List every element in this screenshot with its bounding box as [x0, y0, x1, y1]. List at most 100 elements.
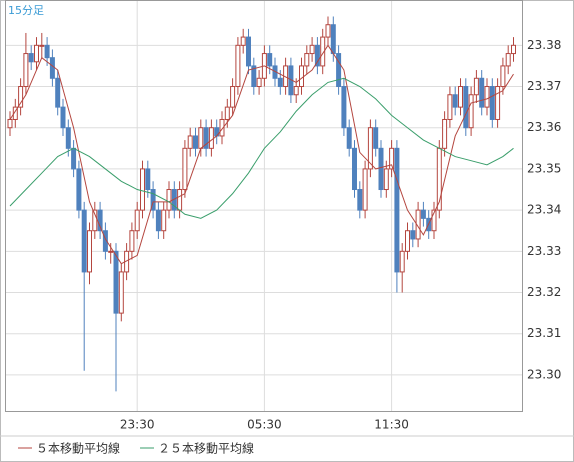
candle-body: [81, 209, 87, 273]
candle-body: [320, 36, 326, 67]
y-tick-label: 23.35: [527, 161, 561, 175]
moving-average-line: [9, 44, 514, 265]
candle-body: [431, 209, 437, 232]
candle-body: [277, 77, 283, 88]
candle-body: [500, 65, 506, 88]
candle-body: [118, 271, 124, 314]
candle-body: [420, 209, 426, 219]
candle-body: [23, 53, 29, 88]
x-tick-label: 11:30: [374, 418, 409, 432]
candle-body: [484, 86, 490, 108]
candle-body: [140, 168, 145, 211]
candle-body: [468, 94, 474, 129]
candle-body: [473, 77, 479, 96]
candle-body: [256, 77, 262, 88]
candle-body: [341, 86, 347, 129]
candle-body: [92, 209, 98, 232]
candle-body: [415, 209, 421, 240]
candle-body: [134, 209, 140, 232]
candle-body: [166, 189, 172, 211]
y-tick-label: 23.30: [527, 367, 561, 381]
candle-body: [193, 135, 198, 149]
candle-body: [102, 230, 108, 252]
candle-body: [410, 230, 416, 240]
candle-body: [251, 65, 257, 88]
candle-body: [367, 127, 373, 170]
candle-body: [304, 53, 310, 67]
candle-body: [28, 53, 34, 63]
candle-body: [458, 86, 463, 108]
candle-body: [49, 57, 55, 79]
candle-body: [224, 106, 230, 120]
candle-body: [373, 127, 379, 149]
candle-body: [405, 230, 410, 252]
y-tick-label: 23.31: [527, 326, 561, 340]
candle-body: [97, 209, 103, 232]
candle-body: [511, 44, 516, 55]
candle-body: [18, 86, 24, 108]
candle-body: [383, 168, 389, 191]
candle-body: [60, 106, 66, 129]
candle-body: [187, 135, 193, 149]
candle-body: [76, 168, 82, 211]
candle-body: [463, 86, 469, 129]
candle-body: [34, 44, 39, 63]
candle-body: [203, 127, 209, 149]
y-tick-label: 23.33: [527, 244, 561, 258]
candle-body: [346, 127, 352, 149]
candle-body: [235, 44, 241, 88]
candle-body: [7, 118, 13, 129]
chart-title: 15分足: [8, 4, 44, 17]
candle-body: [267, 53, 273, 67]
candle-body: [330, 24, 336, 55]
candle-body: [161, 209, 167, 232]
candle-body: [39, 44, 45, 47]
candle-body: [394, 147, 400, 273]
candle-body: [399, 250, 405, 273]
candle-body: [389, 147, 395, 170]
candle-body: [44, 44, 50, 59]
y-tick-label: 23.38: [527, 38, 561, 52]
candle-body: [293, 86, 299, 96]
x-tick-label: 23:30: [120, 418, 155, 432]
candle-body: [352, 147, 357, 191]
candle-body: [219, 118, 225, 137]
candle-body: [378, 147, 384, 191]
candle-body: [495, 86, 501, 120]
x-tick-label: 05:30: [247, 418, 282, 432]
candle-body: [12, 106, 18, 120]
candle-body: [198, 127, 204, 149]
y-tick-label: 23.36: [527, 120, 561, 134]
candle-body: [452, 94, 458, 108]
plot-border: [5, 0, 523, 412]
legend-label: ２５本移動平均線: [158, 441, 254, 456]
candle-body: [447, 94, 453, 120]
candle-body: [325, 24, 331, 38]
candle-body: [150, 189, 156, 211]
candle-body: [362, 168, 368, 211]
candle-body: [314, 44, 320, 67]
candle-body: [177, 189, 183, 211]
candle-body: [182, 147, 188, 191]
candle-body: [155, 209, 161, 232]
candle-body: [309, 44, 315, 55]
candle-body: [71, 147, 77, 170]
candle-body: [246, 36, 251, 67]
candle-body: [240, 36, 246, 46]
y-tick-label: 23.32: [527, 285, 561, 299]
candle-body: [55, 77, 61, 108]
candle-body: [505, 53, 511, 67]
candle-body: [113, 250, 119, 314]
candle-body: [230, 86, 236, 108]
candle-body: [208, 127, 214, 149]
candle-body: [489, 86, 495, 120]
candle-body: [129, 230, 135, 252]
candle-body: [65, 127, 71, 149]
candle-body: [357, 189, 363, 211]
candle-body: [87, 230, 92, 273]
candle-body: [108, 250, 114, 253]
y-tick-label: 23.34: [527, 203, 561, 217]
y-tick-label: 23.37: [527, 79, 561, 93]
